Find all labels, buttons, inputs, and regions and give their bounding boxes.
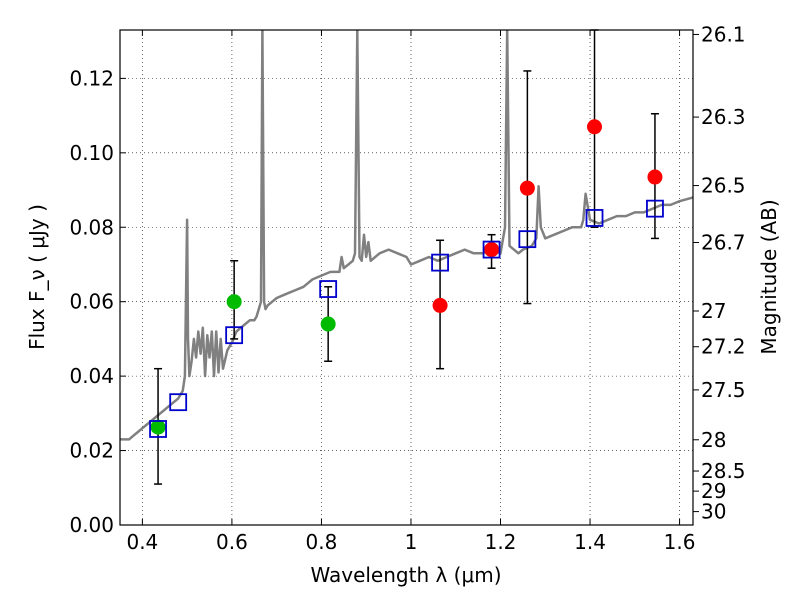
x-tick-label: 1.4 bbox=[574, 530, 606, 554]
model-square-point bbox=[169, 393, 188, 412]
x-tick-label: 0.4 bbox=[126, 530, 158, 554]
magnitude-tick-label: 27.5 bbox=[701, 378, 746, 402]
y-tick-label: 0.04 bbox=[69, 364, 114, 388]
grid-lines bbox=[120, 30, 693, 526]
model-square-point bbox=[431, 253, 449, 272]
spectrum-line bbox=[120, 30, 693, 441]
magnitude-axis-label: Magnitude (AB) bbox=[757, 199, 781, 354]
model-square-point bbox=[225, 326, 244, 345]
model-square-point bbox=[482, 240, 501, 259]
magnitude-tick-label: 26.1 bbox=[701, 22, 746, 46]
green-data-point bbox=[150, 419, 166, 435]
model-square-point bbox=[646, 199, 664, 218]
y-tick-label: 0.06 bbox=[69, 290, 114, 314]
green-data-point bbox=[320, 316, 336, 332]
x-tick-label: 1 bbox=[405, 530, 418, 554]
x-axis-label: Wavelength λ (μm) bbox=[310, 563, 501, 587]
magnitude-tick-label: 29 bbox=[701, 479, 726, 503]
y-tick-label: 0.00 bbox=[69, 513, 114, 537]
model-square-point bbox=[319, 280, 338, 298]
spectrum-layer bbox=[120, 30, 693, 441]
magnitude-tick-label: 26.7 bbox=[701, 231, 746, 255]
y-tick-label: 0.10 bbox=[69, 141, 114, 165]
y-axis-label: Flux F_ν ( μJy ) bbox=[25, 204, 49, 350]
red-data-point bbox=[432, 297, 448, 313]
magnitude-tick-label: 30 bbox=[701, 500, 726, 524]
y-tick-label: 0.12 bbox=[69, 66, 114, 90]
red-data-point bbox=[647, 169, 663, 185]
magnitude-tick-label: 28.5 bbox=[701, 459, 746, 483]
magnitude-tick-label: 27.2 bbox=[701, 335, 746, 359]
model-square-point bbox=[585, 209, 604, 227]
y-axis-ticks: 0.00 0.02 0.04 0.06 0.08 0.10 0.12 bbox=[69, 66, 126, 537]
markers-layer bbox=[149, 119, 664, 438]
x-tick-label: 0.8 bbox=[306, 530, 338, 554]
model-square-point bbox=[149, 420, 167, 438]
y-tick-label: 0.08 bbox=[69, 215, 114, 239]
magnitude-tick-label: 26.5 bbox=[701, 174, 746, 198]
x-tick-label: 1.2 bbox=[485, 530, 517, 554]
green-data-point bbox=[226, 294, 242, 310]
red-data-point bbox=[484, 242, 500, 258]
magnitude-tick-label: 26.3 bbox=[701, 105, 746, 129]
magnitude-tick-label: 27 bbox=[701, 299, 726, 323]
model-square-point bbox=[518, 230, 537, 249]
y-tick-label: 0.02 bbox=[69, 439, 114, 463]
red-data-point bbox=[519, 180, 535, 196]
x-axis-ticks: 0.4 0.6 0.8 1 1.2 1.4 1.6 bbox=[126, 30, 695, 554]
magnitude-tick-label: 28 bbox=[701, 428, 726, 452]
plot-frame bbox=[119, 29, 694, 526]
x-tick-label: 1.6 bbox=[664, 530, 696, 554]
x-tick-label: 0.6 bbox=[216, 530, 248, 554]
red-data-point bbox=[587, 119, 603, 135]
